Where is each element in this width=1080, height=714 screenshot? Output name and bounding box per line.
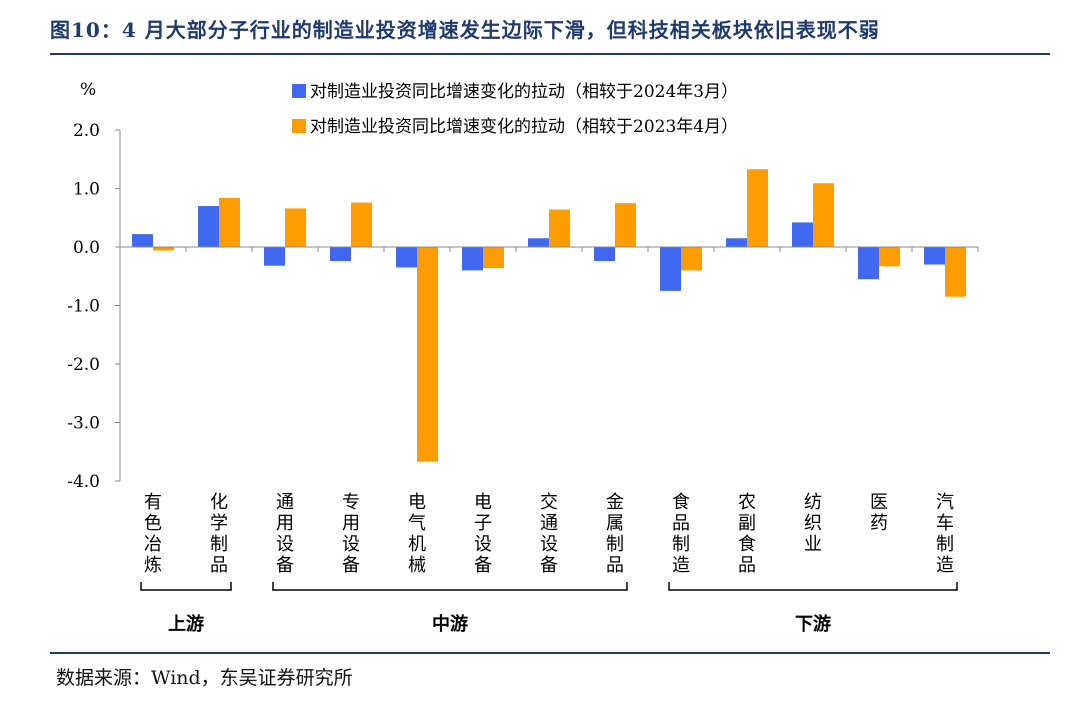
x-category-label: 汽车制造 xyxy=(936,492,954,576)
bar-series2-5 xyxy=(417,247,438,462)
bar-series2-13 xyxy=(945,247,966,297)
bar-series1-3 xyxy=(264,247,285,266)
bar-series2-6 xyxy=(483,247,504,269)
group-label: 上游 xyxy=(168,613,204,635)
y-tick-label: 1.0 xyxy=(73,180,100,200)
x-category-label: 化学制品 xyxy=(210,492,228,576)
bar-series2-3 xyxy=(285,208,306,247)
group-label: 下游 xyxy=(795,613,831,635)
x-category-label: 专用设备 xyxy=(342,492,360,576)
bar-series2-9 xyxy=(681,247,702,271)
y-tick-label: -2.0 xyxy=(67,355,100,375)
bar-series1-7 xyxy=(528,238,549,247)
x-category-label: 有色冶炼 xyxy=(144,492,162,576)
bar-series1-1 xyxy=(132,234,153,247)
bar-series1-6 xyxy=(462,247,483,271)
source-rule xyxy=(50,652,1050,654)
legend-swatch-1 xyxy=(292,84,306,98)
bar-series1-5 xyxy=(396,247,417,268)
bar-series2-10 xyxy=(747,169,768,247)
legend-label-1: 对制造业投资同比增速变化的拉动（相较于2024年3月） xyxy=(310,82,738,102)
bar-series2-11 xyxy=(813,183,834,247)
x-category-label: 金属制品 xyxy=(606,492,624,576)
y-tick-label: 0.0 xyxy=(73,238,100,258)
x-category-label: 通用设备 xyxy=(276,492,294,576)
x-category-label: 电子设备 xyxy=(474,492,492,576)
bar-series1-11 xyxy=(792,222,813,247)
y-axis: % 2.0 1.0 0.0 -1.0 -2.0 -3.0 -4.0 xyxy=(67,80,121,492)
group-bracket xyxy=(272,582,628,591)
x-category-label: 农副食品 xyxy=(738,492,756,576)
bar-series1-9 xyxy=(660,247,681,291)
y-tick-label: -3.0 xyxy=(67,414,100,434)
bar-chart: 对制造业投资同比增速变化的拉动（相较于2024年3月） 对制造业投资同比增速变化的… xyxy=(67,80,979,635)
bar-series1-8 xyxy=(594,247,615,262)
bar-series1-2 xyxy=(198,206,219,247)
bar-series2-7 xyxy=(549,209,570,247)
x-category-label: 纺织业 xyxy=(804,492,822,555)
bar-series2-8 xyxy=(615,203,636,247)
group-label: 中游 xyxy=(432,613,468,635)
bar-series1-13 xyxy=(924,247,945,265)
bar-series2-2 xyxy=(219,197,240,247)
legend: 对制造业投资同比增速变化的拉动（相较于2024年3月） 对制造业投资同比增速变化的… xyxy=(292,82,738,137)
legend-swatch-2 xyxy=(292,119,306,133)
bar-series2-12 xyxy=(879,247,900,267)
figure-title: 图10：4 月大部分子行业的制造业投资增速发生边际下滑，但科技相关板块依旧表现不… xyxy=(50,18,880,42)
x-category-label: 医药 xyxy=(870,492,888,534)
x-axis: 有色冶炼 化学制品 通用设备 专用设备 电气机械 电子设备 交通设备 金属制品 食品制造 农副食品… xyxy=(119,246,979,576)
bar-series1-10 xyxy=(726,238,747,247)
category-groups: 上游 中游 下游 xyxy=(140,582,958,635)
group-bracket xyxy=(140,582,232,591)
x-category-label: 交通设备 xyxy=(540,492,558,576)
x-category-label: 电气机械 xyxy=(408,492,426,576)
bar-series1-4 xyxy=(330,247,351,262)
group-bracket xyxy=(668,582,958,591)
title-rule xyxy=(50,53,1050,55)
y-unit-label: % xyxy=(80,80,96,100)
bars xyxy=(132,169,966,462)
y-tick-label: -4.0 xyxy=(67,472,100,492)
bar-series2-4 xyxy=(351,202,372,247)
bar-series1-12 xyxy=(858,247,879,280)
bar-series2-1 xyxy=(153,247,174,251)
x-category-label: 食品制造 xyxy=(672,492,690,576)
source-note: 数据来源：Wind，东吴证券研究所 xyxy=(56,667,353,689)
y-tick-label: -1.0 xyxy=(67,297,100,317)
legend-label-2: 对制造业投资同比增速变化的拉动（相较于2023年4月） xyxy=(310,117,738,137)
y-tick-label: 2.0 xyxy=(73,121,100,141)
